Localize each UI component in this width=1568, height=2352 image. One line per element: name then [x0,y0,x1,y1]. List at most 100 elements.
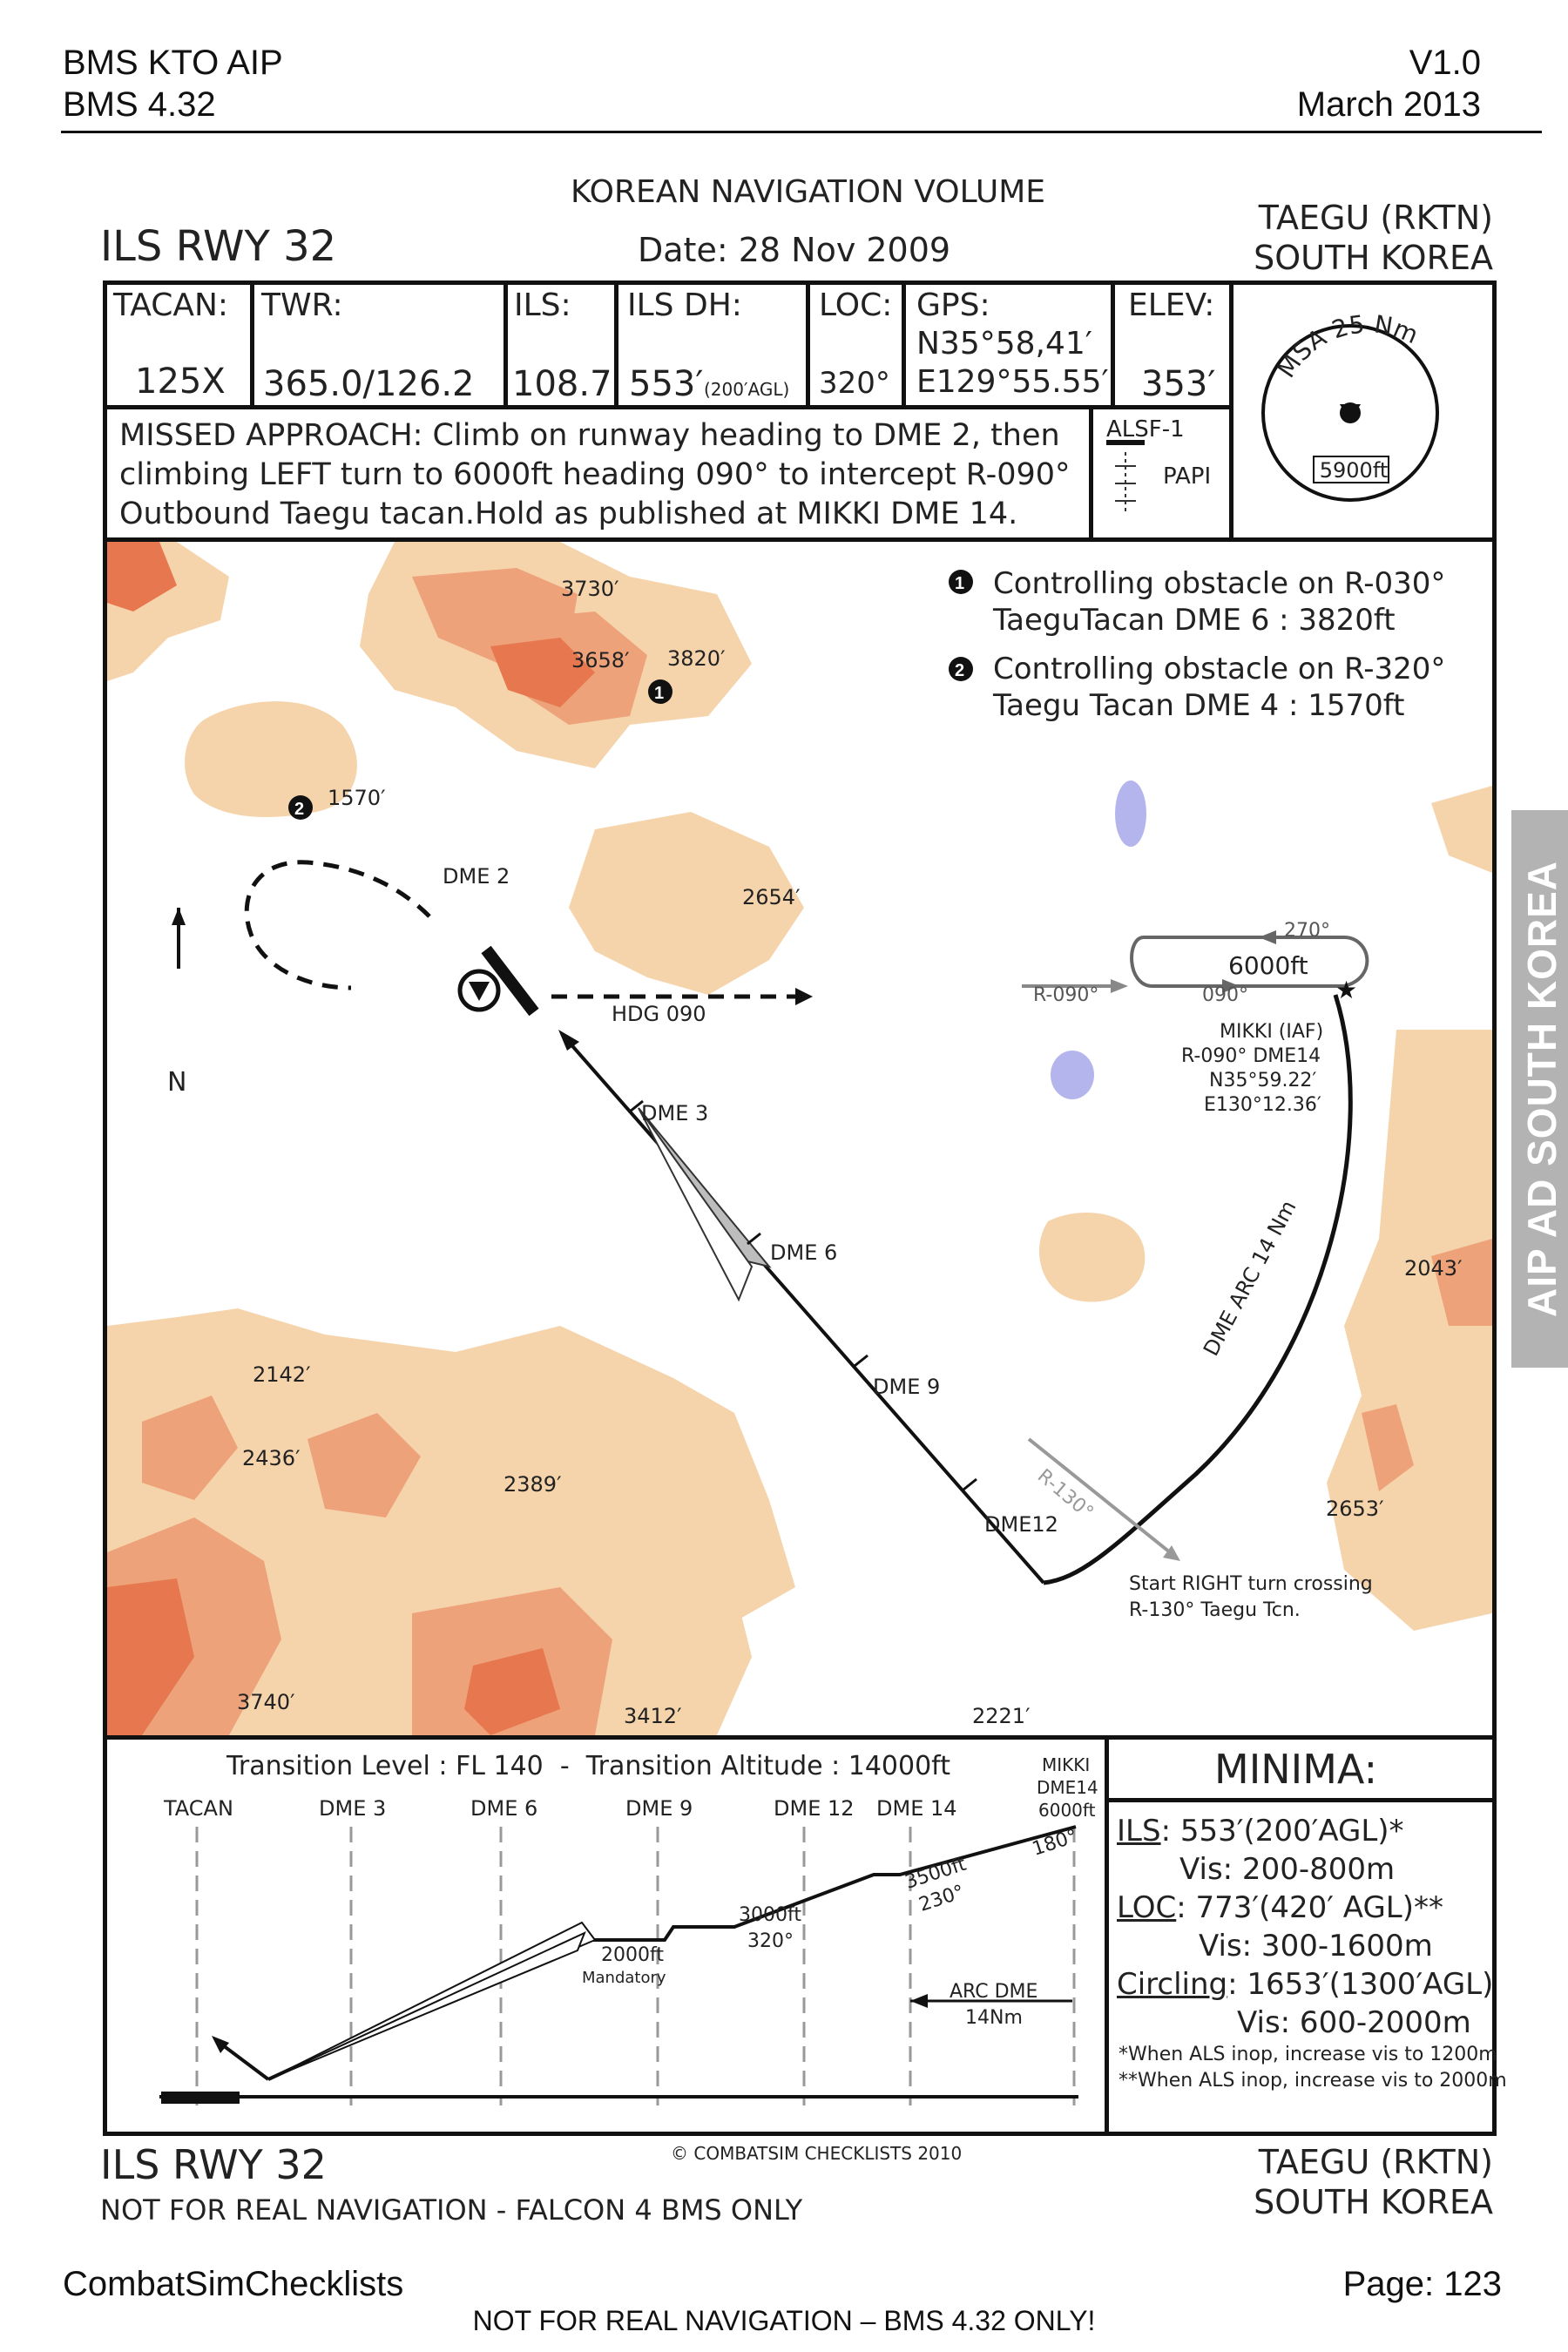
mikki-profile: MIKKI [1042,1754,1091,1775]
papi-label: PAPI [1163,463,1212,490]
minima-note-2: **When ALS inop, increase vis to 2000m [1119,2070,1507,2092]
gps-lat: N35°58,41′ [916,326,1092,362]
ilsdh-agl: (200′AGL) [704,379,790,400]
mikki-lon: E130°12.36′ [1204,1094,1321,1116]
obstacle-note-1b: TaeguTacan DME 6 : 3820ft [993,603,1396,638]
hold-outbound: 090° [1202,984,1248,1006]
airport-country: SOUTH KOREA [1254,239,1493,277]
turn-note-1: Start RIGHT turn crossing [1129,1573,1373,1595]
loc-value: 320° [819,366,890,401]
elevation-label: 1570′ [328,786,386,810]
hdg-label: HDG 090 [612,1002,706,1026]
footer-page: Page: 123 [1342,2265,1502,2303]
dme2-label: DME 2 [443,864,510,889]
profile-fix: DME 14 [876,1796,957,1821]
obstacle-note-2b: Taegu Tacan DME 4 : 1570ft [993,688,1405,723]
info-sep [806,280,810,407]
minima-header-rule [1105,1798,1497,1802]
elevation-label: 3730′ [561,577,619,601]
profile-alt-2000: 2000ft [601,1944,664,1966]
gps-label: GPS: [916,287,990,323]
elevation-label: 3820′ [667,646,726,671]
loc-label: LOC: [819,287,893,323]
elevation-label: 2654′ [742,885,801,909]
ils-label: ILS: [514,287,571,323]
hold-inbound: 270° [1284,920,1330,942]
msa-label: MSA 25 Nm [1272,309,1423,382]
msa-value: 5900ft [1319,458,1389,483]
turn-note-2: R-130° Taegu Tcn. [1129,1599,1301,1621]
plan-view-map: ★ 1 2 1 2 [107,542,1492,1735]
mikki-radial: R-090° DME14 [1181,1045,1321,1067]
north-label: N [167,1067,187,1098]
svg-text:2: 2 [955,661,964,680]
minima-ils: ILS: 553′(200′AGL)* [1117,1814,1404,1848]
svg-text:MSA 25 Nm: MSA 25 Nm [1272,309,1423,382]
copyright: © COMBATSIM CHECKLISTS 2010 [671,2143,963,2164]
profile-minima-frame [103,1735,1497,2136]
mikki-lat: N35°59.22′ [1209,1070,1317,1092]
airport-name: TAEGU (RKTN) [1258,199,1493,237]
doc-date: March 2013 [1296,85,1481,124]
info-sep [614,280,618,407]
footer-warning-banner: NOT FOR REAL NAVIGATION – BMS 4.32 ONLY! [472,2305,1096,2336]
elevation-label: 3412′ [624,1704,682,1728]
transition-text: Transition Level : FL 140 - Transition A… [226,1751,950,1781]
ilsdh-label: ILS DH: [627,287,742,323]
radial-090: R-090° [1033,984,1099,1006]
footer-source: CombatSimChecklists [63,2265,404,2303]
profile-fix: DME 12 [774,1796,855,1821]
elevation-label: 2221′ [972,1704,1031,1728]
minima-divider [1105,1735,1109,2136]
header-rule [61,131,1542,133]
papi-icon [1106,440,1145,515]
minima-loc: LOC: 773′(420′ AGL)** [1117,1890,1444,1925]
elev-label: ELEV: [1128,287,1215,323]
missed-approach-line2: climbing LEFT turn to 6000ft heading 090… [119,457,1071,492]
dme3-label: DME 3 [641,1101,709,1125]
minima-circling: Circling: 1653′(1300′AGL) [1117,1967,1494,2002]
mikki-name: MIKKI (IAF) [1220,1021,1324,1043]
svg-text:2: 2 [294,800,304,819]
tacan-value: 125X [135,362,226,402]
profile-arc-1: ARC DME [950,1981,1038,2003]
elevation-label: 2389′ [504,1472,562,1497]
minima-loc-vis: Vis: 300-1600m [1199,1929,1433,1963]
profile-alt-3000: 3000ft [739,1904,801,1926]
twr-value: 365.0/126.2 [263,364,475,404]
missed-approach-line1: MISSED APPROACH: Climb on runway heading… [119,418,1060,453]
profile-fix: DME 3 [319,1796,387,1821]
minima-note-1: *When ALS inop, increase vis to 1200m [1119,2044,1497,2065]
elevation-label: 2043′ [1404,1256,1463,1281]
twr-label: TWR: [261,287,343,323]
missed-approach-line3: Outbound Taegu tacan.Hold as published a… [119,497,1018,531]
minima-title: MINIMA: [1214,1746,1378,1793]
minima-circling-vis: Vis: 600-2000m [1237,2005,1471,2040]
doc-title: BMS KTO AIP [63,44,283,82]
side-tab: AIP AD SOUTH KOREA [1511,810,1568,1368]
doc-version: V1.0 [1409,44,1481,82]
ils-value: 108.7 [512,364,612,404]
svg-text:1: 1 [654,684,664,703]
obstacle-note-1a: Controlling obstacle on R-030° [993,566,1446,601]
info-sep [1089,407,1093,542]
profile-fix: TACAN [164,1796,233,1821]
info-sep [504,280,508,407]
elevation-label: 3658′ [571,648,630,672]
elevation-label: 2142′ [253,1362,311,1387]
profile-view [159,1825,1078,2105]
footer-warning: NOT FOR REAL NAVIGATION - FALCON 4 BMS O… [100,2193,803,2227]
info-sep [902,280,906,407]
info-sep [250,280,254,407]
elevation-label: 3740′ [237,1690,295,1714]
info-sep [1111,280,1115,407]
procedure-title: ILS RWY 32 [100,222,337,271]
hold-altitude: 6000ft [1228,951,1308,980]
volume-title: KOREAN NAVIGATION VOLUME [571,174,1046,210]
elevation-label: 2436′ [242,1446,301,1470]
ilsdh-value: 553′ [629,364,704,404]
mikki-profile-alt: 6000ft [1038,1800,1096,1821]
chart-date: Date: 28 Nov 2009 [638,231,951,269]
footer-country: SOUTH KOREA [1254,2183,1493,2221]
elev-value: 353′ [1141,364,1216,404]
